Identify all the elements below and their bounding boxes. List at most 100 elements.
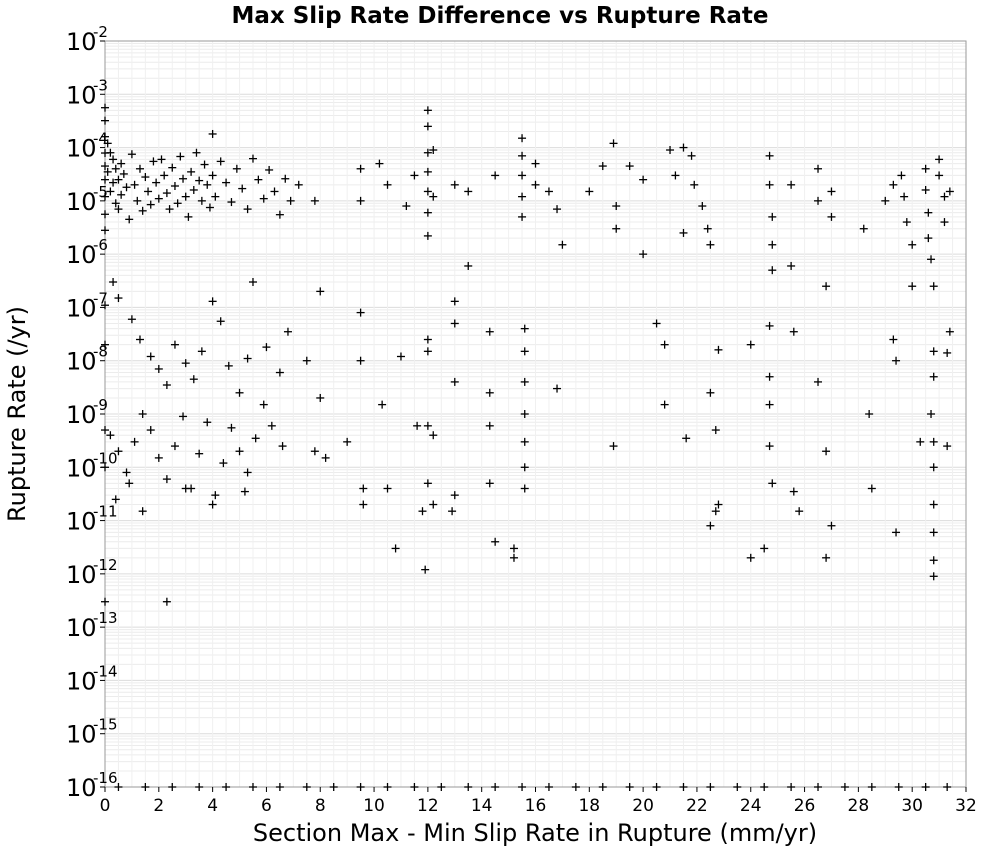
data-point [945, 327, 954, 336]
data-point [243, 205, 252, 214]
data-point [706, 783, 715, 791]
y-tick-exponent: -11 [93, 503, 118, 521]
data-point [160, 171, 169, 180]
data-point [383, 484, 392, 493]
data-point [265, 165, 274, 174]
y-tick-exponent: -9 [93, 396, 108, 414]
data-point [383, 180, 392, 189]
data-point [714, 345, 723, 354]
x-tick-label: 14 [471, 796, 493, 816]
data-point [359, 500, 368, 509]
y-tick-base: 10 [66, 28, 97, 56]
data-point [531, 159, 540, 168]
data-point [520, 377, 529, 386]
data-point [219, 459, 228, 468]
x-tick-label: 2 [153, 796, 164, 816]
data-point [170, 182, 179, 191]
data-point [208, 500, 217, 509]
data-point [437, 783, 446, 791]
data-point [897, 171, 906, 180]
data-point [101, 301, 109, 310]
data-point [248, 278, 257, 287]
x-tick-label: 32 [955, 796, 977, 816]
data-point [714, 500, 723, 509]
data-point [520, 463, 529, 472]
data-point [259, 400, 268, 409]
data-point [195, 783, 204, 791]
data-point [706, 240, 715, 249]
data-point [189, 375, 198, 384]
data-point [929, 528, 938, 537]
data-point [711, 426, 720, 435]
data-point [205, 203, 214, 212]
data-point [423, 208, 432, 217]
data-point [259, 194, 268, 203]
data-point [157, 155, 166, 164]
data-point [423, 347, 432, 356]
data-point [114, 447, 123, 456]
data-point [706, 388, 715, 397]
data-point [423, 421, 432, 430]
data-point [491, 171, 500, 180]
data-point [173, 199, 182, 208]
data-point [943, 783, 952, 791]
data-point [892, 528, 901, 537]
data-point [760, 544, 769, 553]
data-point [711, 507, 720, 516]
data-point [518, 171, 527, 180]
x-tick-label: 30 [901, 796, 923, 816]
data-point [746, 340, 755, 349]
y-tick-exponent: -14 [93, 662, 118, 680]
data-point [822, 282, 831, 291]
data-point [429, 500, 438, 509]
y-tick-exponent: -12 [93, 556, 118, 574]
data-point [929, 372, 938, 381]
data-point [125, 479, 134, 488]
data-point [106, 187, 115, 196]
data-point [423, 167, 432, 176]
data-point [189, 185, 198, 194]
data-point [889, 335, 898, 344]
data-point [321, 453, 330, 462]
data-point [232, 164, 241, 173]
data-point [625, 162, 634, 171]
x-tick-label: 22 [686, 796, 708, 816]
data-point [238, 184, 247, 193]
data-point [127, 150, 136, 159]
data-point [141, 783, 150, 791]
data-point [945, 187, 954, 196]
data-point [162, 189, 171, 198]
x-tick-label: 4 [207, 796, 218, 816]
data-point [208, 171, 217, 180]
data-point [275, 783, 284, 791]
data-point [356, 164, 365, 173]
data-point [679, 783, 688, 791]
data-point [423, 479, 432, 488]
data-point [184, 212, 193, 221]
x-tick-label: 6 [261, 796, 272, 816]
data-point [789, 487, 798, 496]
data-point [943, 348, 952, 357]
data-point [598, 783, 607, 791]
y-tick-base: 10 [66, 667, 97, 695]
data-point [316, 287, 325, 296]
data-point [787, 783, 796, 791]
data-point [138, 206, 147, 215]
data-point [195, 176, 204, 185]
data-point [929, 463, 938, 472]
data-point [203, 180, 212, 189]
data-point [894, 783, 903, 791]
data-point [612, 224, 621, 233]
data-point [181, 484, 190, 493]
data-point [402, 202, 411, 211]
data-point [518, 192, 527, 201]
data-point [666, 146, 675, 155]
data-point [179, 174, 188, 183]
data-point [612, 202, 621, 211]
data-point [765, 321, 774, 330]
data-point [485, 388, 494, 397]
data-point [109, 278, 118, 287]
data-point [867, 484, 876, 493]
x-tick-label: 24 [740, 796, 762, 816]
